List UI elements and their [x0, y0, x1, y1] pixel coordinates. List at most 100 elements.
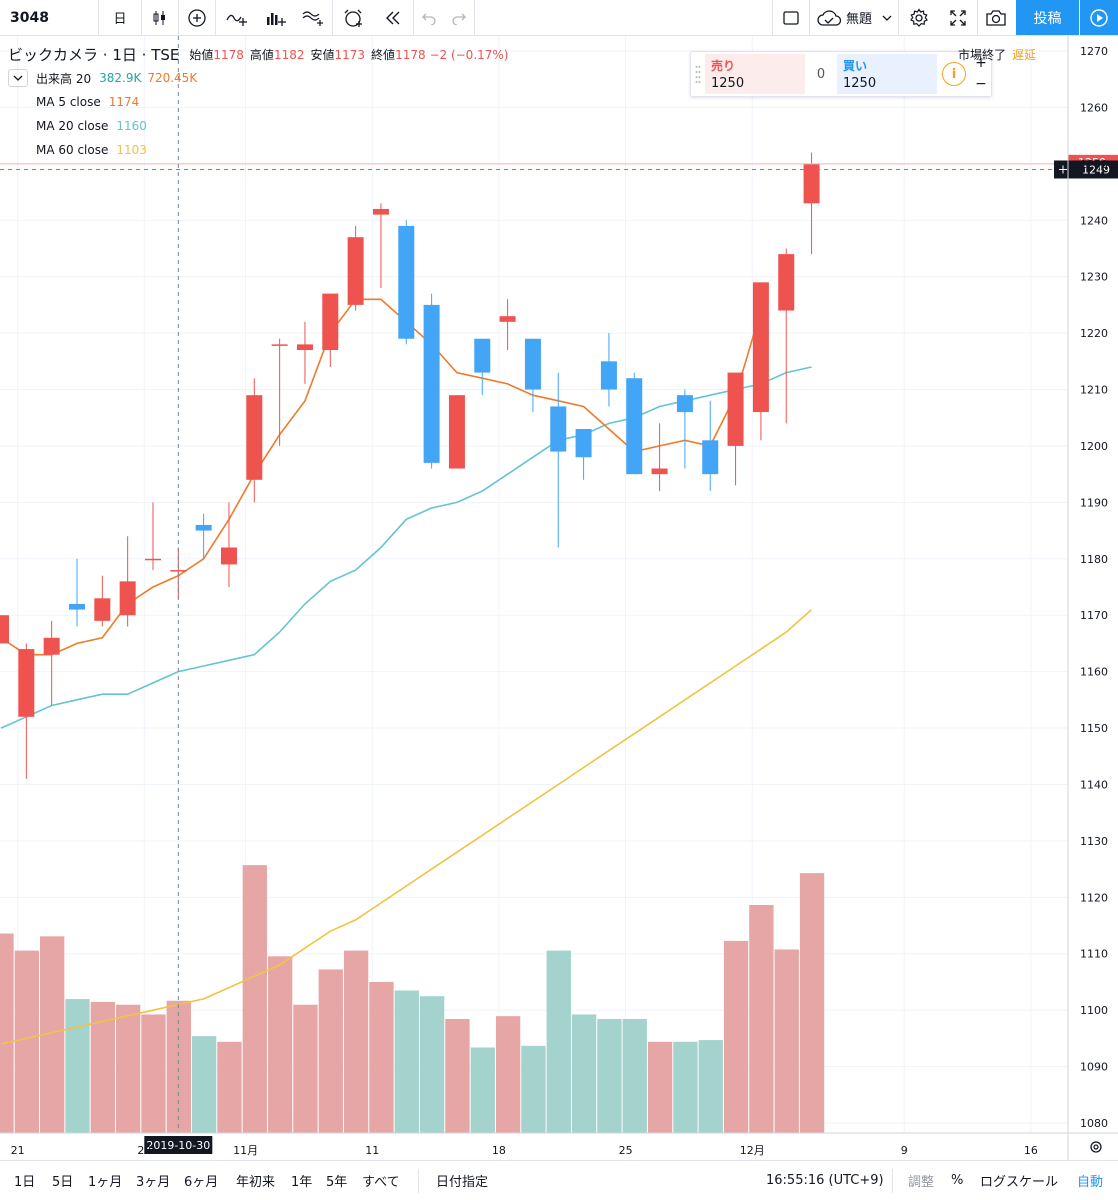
range-button[interactable]: 1年: [291, 1175, 313, 1190]
settings-button[interactable]: [899, 0, 939, 35]
price-tick-label: 1180: [1080, 553, 1108, 566]
sell-button[interactable]: 売り 1250: [705, 54, 805, 94]
legend-ma20-row[interactable]: MA 20 close 1160: [36, 114, 514, 138]
price-tick-label: 1260: [1080, 101, 1108, 114]
delay-badge: 遅延: [1012, 48, 1037, 62]
price-tick-label: 1120: [1080, 891, 1108, 904]
collapse-legend-button[interactable]: [8, 69, 28, 87]
sell-price: 1250: [711, 76, 745, 91]
camera-icon: [986, 9, 1006, 26]
volume-bar: [597, 1019, 622, 1133]
crosshair-date-label: 2019-10-30: [146, 1139, 210, 1152]
ma60-value: 1103: [116, 143, 147, 157]
candles-icon: [153, 10, 165, 25]
candle-body: [524, 338, 541, 390]
date-tick-label: 12月: [740, 1144, 765, 1157]
volume-bar: [445, 1019, 470, 1133]
financials-button[interactable]: [258, 0, 294, 35]
info-icon[interactable]: i: [942, 62, 966, 86]
chart-legend: ビックカメラ · 1日 · TSE 始値1178 高値1182 安値1173 終…: [8, 42, 514, 162]
range-button[interactable]: 年初来: [236, 1175, 276, 1190]
buy-button[interactable]: 買い 1250: [837, 54, 937, 94]
candle-body: [423, 304, 440, 463]
adjust-toggle[interactable]: 調整: [908, 1175, 935, 1190]
ma20-value: 1160: [116, 119, 147, 133]
chevron-down-icon: [13, 75, 23, 81]
range-button[interactable]: 1日: [14, 1175, 36, 1190]
candle-body: [676, 395, 693, 413]
publish-button[interactable]: 投稿: [1016, 0, 1079, 35]
volume-bar: [546, 950, 571, 1133]
volume-bar: [673, 1041, 698, 1133]
symbol-search-button[interactable]: 3048: [0, 0, 98, 35]
drag-handle-icon[interactable]: [695, 64, 701, 84]
candle-body: [575, 429, 592, 458]
alert-button[interactable]: [333, 0, 373, 35]
bottom-divider: [892, 1169, 893, 1193]
candle-body: [0, 615, 9, 644]
compare-button[interactable]: [179, 0, 215, 35]
play-button[interactable]: [1080, 0, 1118, 35]
price-tick-label: 1150: [1080, 722, 1108, 735]
price-tick-label: 1220: [1080, 327, 1108, 340]
goto-date-button[interactable]: 日付指定: [436, 1175, 489, 1190]
market-status-label: 市場終了: [958, 48, 1007, 62]
clock-display[interactable]: 16:55:16 (UTC+9): [766, 1173, 884, 1188]
candle-body: [119, 581, 136, 616]
save-layout-button[interactable]: 無題: [810, 0, 898, 35]
symbol-title[interactable]: ビックカメラ · 1日 · TSE: [8, 45, 180, 64]
range-button[interactable]: すべて: [362, 1175, 400, 1190]
range-button[interactable]: 5日: [52, 1175, 74, 1190]
range-button[interactable]: 6ヶ月: [184, 1175, 219, 1190]
redo-button[interactable]: [444, 0, 474, 35]
volume-bar: [647, 1041, 673, 1133]
toolbar-divider: [977, 0, 978, 35]
volume-bar: [115, 1004, 141, 1133]
trade-panel: 売り 1250 0 買い 1250 i + −: [690, 51, 992, 97]
range-button[interactable]: 5年: [326, 1175, 348, 1190]
log-scale-toggle[interactable]: ログスケール: [980, 1175, 1059, 1190]
legend-ma60-row[interactable]: MA 60 close 1103: [36, 138, 514, 162]
quantity-plus-button[interactable]: +: [975, 55, 987, 71]
price-tick-label: 1140: [1080, 778, 1108, 791]
range-button[interactable]: 3ヶ月: [136, 1175, 171, 1190]
chart-type-button[interactable]: [142, 0, 178, 35]
auto-scale-toggle[interactable]: 自動: [1077, 1175, 1104, 1190]
market-status: 市場終了 遅延: [958, 46, 1036, 63]
redo-icon: [452, 13, 466, 25]
symbol-label: 3048: [10, 9, 49, 26]
volume-bar: [571, 1014, 597, 1133]
axis-settings-icon[interactable]: [1090, 1141, 1102, 1153]
volume-bar: [0, 933, 14, 1133]
volume-bar: [521, 1045, 546, 1133]
quantity-minus-button[interactable]: −: [975, 76, 987, 92]
gear-icon: [1093, 1144, 1099, 1150]
ohlc-high: 高値1182: [249, 47, 305, 62]
percent-toggle[interactable]: %: [951, 1173, 964, 1188]
candle-body: [372, 208, 389, 215]
interval-button[interactable]: 日: [99, 0, 141, 35]
replay-mode-button[interactable]: [373, 0, 413, 35]
indicators-button[interactable]: [216, 0, 258, 35]
price-tick-label: 1210: [1080, 384, 1108, 397]
volume-label: 出来高 20: [36, 71, 92, 86]
volume-bar: [217, 1041, 242, 1133]
expand-icon: [950, 9, 966, 26]
fullscreen-button[interactable]: [939, 0, 977, 35]
fullscreen-layout-button[interactable]: [773, 0, 809, 35]
toolbar-divider: [215, 0, 216, 35]
templates-button[interactable]: [294, 0, 332, 35]
range-button[interactable]: 1ヶ月: [88, 1175, 123, 1190]
legend-ma5-row[interactable]: MA 5 close 1174: [36, 90, 514, 114]
price-tick-label: 1090: [1080, 1061, 1108, 1074]
price-chart[interactable]: 125012492019-10-30 108010901100111011201…: [0, 36, 1118, 1160]
snapshot-button[interactable]: [978, 0, 1014, 35]
candle-body: [752, 282, 769, 413]
toolbar-divider: [809, 0, 810, 35]
candle-body: [296, 344, 313, 351]
candle-body: [600, 361, 617, 390]
volume-bar: [698, 1040, 723, 1133]
legend-volume-row[interactable]: 出来高 20 382.9K 720.45K: [8, 66, 514, 90]
undo-button[interactable]: [414, 0, 444, 35]
rewind-icon: [386, 11, 400, 24]
